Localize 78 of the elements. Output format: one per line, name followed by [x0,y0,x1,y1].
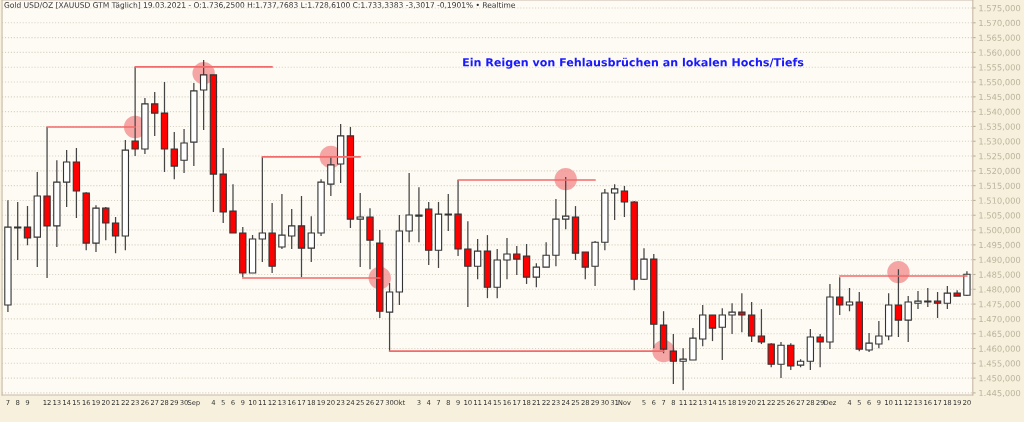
candlestick [718,307,726,361]
candlestick [894,268,903,338]
candlestick [170,131,178,180]
y-tick-label: 1.525,000 [979,153,1021,161]
candlestick [356,192,364,268]
y-tick-label: 1.545,000 [979,93,1021,101]
candlestick [366,207,374,270]
candlestick [473,238,482,280]
candlestick [464,220,472,308]
candlestick [747,301,756,343]
candlestick [669,333,678,385]
candlestick [933,291,942,319]
candlestick [924,287,932,308]
candlestick [258,156,267,263]
candlestick [943,285,952,310]
candlestick [23,205,32,246]
candlestick [757,308,766,345]
candlestick [767,342,775,368]
candlestick [659,310,668,354]
candlestick [278,193,286,250]
candlestick [503,237,511,280]
y-tick-label: 1.570,000 [979,19,1021,27]
candlestick [679,347,687,391]
y-tick-label: 1.535,000 [979,123,1021,131]
y-tick-label: 1.515,000 [979,182,1021,190]
candlestick [288,208,296,250]
candlestick [581,251,589,280]
candlestick [405,172,413,243]
candlestick [865,332,873,353]
candlestick [522,243,531,285]
candlestick [728,302,736,335]
candlestick [708,314,717,342]
candlestick [229,183,237,234]
candlestick [415,186,423,243]
candlestick [738,292,746,333]
candlestick [199,59,208,131]
candlestick [845,287,854,312]
candlestick [180,128,188,174]
candlestick [307,215,315,263]
candlestick [297,195,306,278]
y-tick-label: 1.445,000 [979,389,1021,398]
candlestick [787,342,795,371]
candlestick [610,183,619,221]
y-tick-label: 1.575,000 [979,4,1021,13]
candlestick [875,320,883,349]
candlestick [542,241,550,268]
candlestick [327,156,335,197]
candlestick [591,240,599,287]
candlestick [904,295,912,343]
y-tick-label: 1.490,000 [979,256,1021,264]
candlestick [131,66,139,157]
candlestick [816,333,824,368]
candlestick [620,185,629,218]
y-tick-label: 1.495,000 [979,241,1021,250]
candlestick [62,149,71,208]
candlestick [444,193,452,232]
y-tick-label: 1.520,000 [979,167,1021,175]
y-tick-label: 1.455,000 [979,360,1021,368]
y-tick-label: 1.485,000 [979,271,1021,279]
candlestick [111,216,120,254]
candlestick [640,247,648,281]
candlestick [532,262,541,288]
annotation: Ein Reigen von Fehlausbrüchen an lokalen Hochs/Tiefs [463,57,804,69]
y-tick-label: 1.465,000 [979,330,1021,338]
candlestick [385,282,394,352]
candlestick [14,201,22,261]
y-tick-label: 1.470,000 [979,315,1021,324]
y-tick-label: 1.475,000 [979,301,1021,309]
candlestick [513,245,521,276]
candlestick [699,304,707,347]
candlestick [562,176,570,230]
candlestick [777,341,785,379]
y-tick-label: 1.480,000 [979,286,1021,294]
candlestick [914,290,922,310]
candlestick [689,327,697,361]
candlestick [102,206,110,241]
candlestick [836,276,844,316]
candlestick [151,91,159,137]
